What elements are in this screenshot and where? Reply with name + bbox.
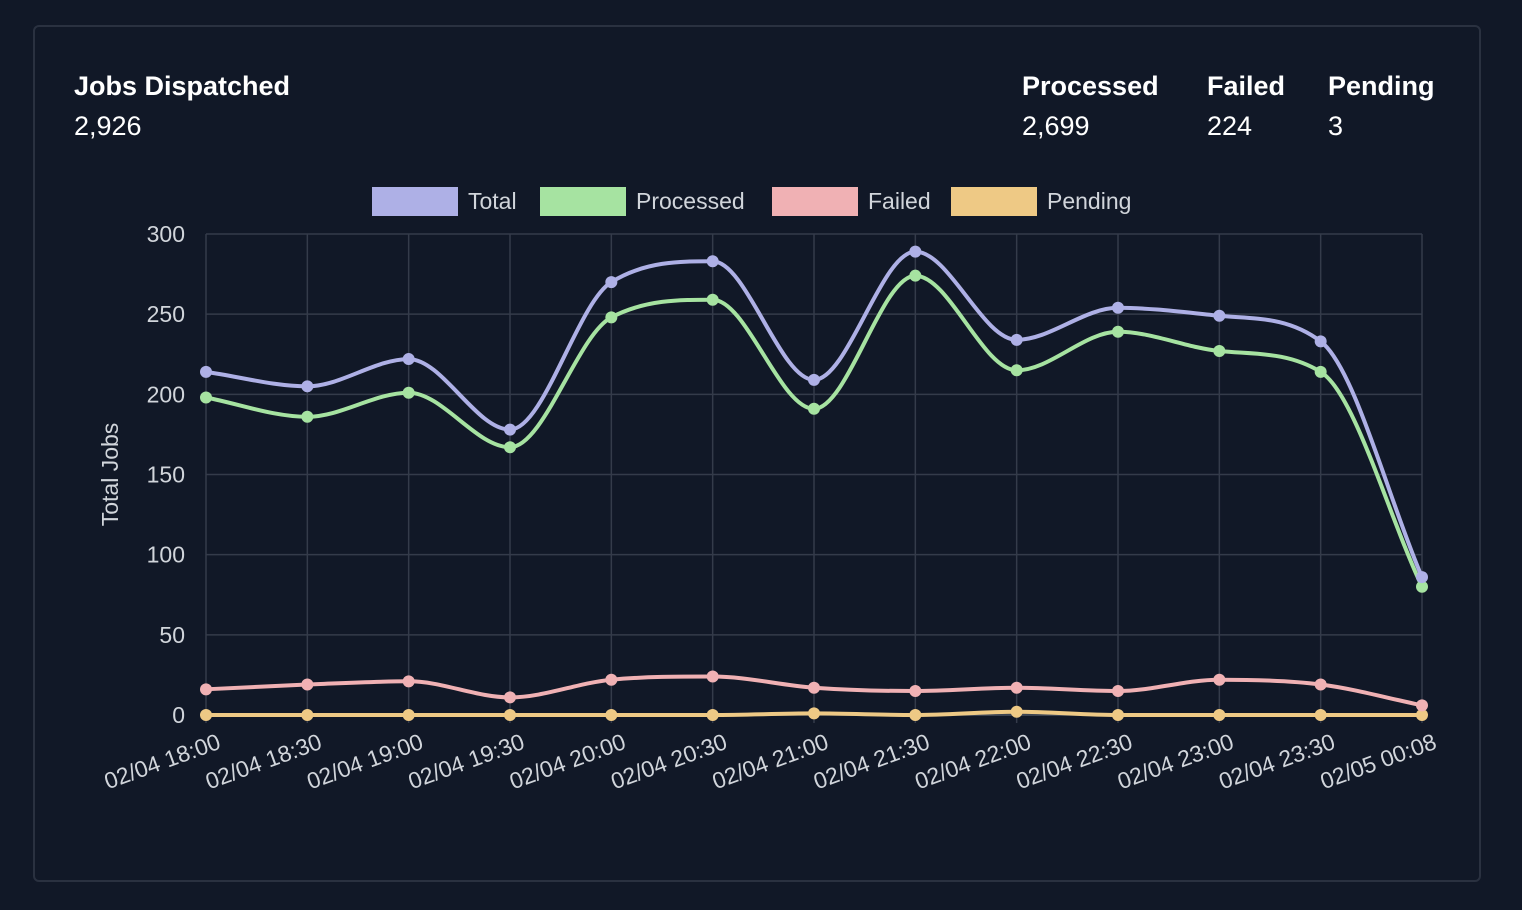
x-tick-label: 02/04 23:30 bbox=[1215, 728, 1338, 794]
data-point-pending[interactable] bbox=[706, 709, 719, 721]
data-point-total[interactable] bbox=[1213, 309, 1226, 322]
data-point-pending[interactable] bbox=[1213, 709, 1226, 721]
stat-jobs-dispatched: Jobs Dispatched 2,926 bbox=[74, 71, 290, 141]
y-tick-label: 100 bbox=[147, 542, 185, 568]
x-tick-label: 02/04 22:00 bbox=[911, 728, 1034, 794]
data-point-pending[interactable] bbox=[1010, 705, 1023, 718]
data-point-total[interactable] bbox=[706, 255, 719, 268]
data-point-total[interactable] bbox=[1416, 571, 1428, 584]
data-point-processed[interactable] bbox=[301, 410, 314, 423]
data-point-pending[interactable] bbox=[808, 707, 820, 720]
stat-value: 3 bbox=[1328, 111, 1344, 141]
x-tick-label: 02/04 21:00 bbox=[709, 728, 832, 794]
x-tick-label: 02/04 18:00 bbox=[101, 728, 224, 794]
data-point-processed[interactable] bbox=[808, 402, 820, 415]
data-point-processed[interactable] bbox=[1416, 580, 1428, 593]
y-tick-label: 0 bbox=[172, 702, 185, 728]
data-point-failed[interactable] bbox=[402, 675, 415, 688]
data-point-total[interactable] bbox=[808, 373, 820, 386]
legend-label-processed[interactable]: Processed bbox=[636, 188, 745, 214]
data-point-pending[interactable] bbox=[909, 709, 922, 721]
data-point-processed[interactable] bbox=[1112, 325, 1124, 338]
data-point-failed[interactable] bbox=[605, 673, 618, 686]
data-point-failed[interactable] bbox=[706, 670, 719, 683]
data-point-pending[interactable] bbox=[1314, 709, 1327, 721]
data-point-processed[interactable] bbox=[200, 391, 212, 404]
data-point-total[interactable] bbox=[605, 276, 618, 289]
stat-label: Processed bbox=[1022, 71, 1159, 101]
stat-value: 224 bbox=[1207, 111, 1253, 141]
data-point-pending[interactable] bbox=[301, 709, 314, 721]
data-point-failed[interactable] bbox=[1010, 681, 1023, 694]
data-point-failed[interactable] bbox=[808, 681, 820, 694]
data-point-failed[interactable] bbox=[1314, 678, 1327, 691]
stat-pending: Pending 3 bbox=[1328, 71, 1435, 141]
series-line-processed bbox=[204, 273, 1424, 589]
y-tick-label: 300 bbox=[147, 221, 185, 247]
data-point-total[interactable] bbox=[402, 353, 415, 366]
stat-value: 2,699 bbox=[1022, 111, 1090, 141]
data-point-total[interactable] bbox=[1112, 301, 1124, 314]
legend-swatch-total[interactable] bbox=[372, 187, 458, 216]
data-point-pending[interactable] bbox=[200, 709, 212, 721]
data-point-pending[interactable] bbox=[504, 709, 516, 721]
data-point-total[interactable] bbox=[1314, 335, 1327, 348]
data-point-processed[interactable] bbox=[605, 311, 618, 324]
stat-processed: Processed 2,699 bbox=[1022, 71, 1159, 141]
data-point-pending[interactable] bbox=[1112, 709, 1124, 721]
x-tick-label: 02/04 19:00 bbox=[303, 728, 426, 794]
data-point-pending[interactable] bbox=[402, 709, 415, 721]
data-point-processed[interactable] bbox=[909, 269, 922, 282]
x-tick-label: 02/04 23:00 bbox=[1114, 728, 1237, 794]
data-point-failed[interactable] bbox=[504, 691, 516, 704]
data-point-processed[interactable] bbox=[1314, 365, 1327, 378]
data-point-total[interactable] bbox=[504, 423, 516, 436]
stat-failed: Failed 224 bbox=[1207, 71, 1285, 141]
data-point-failed[interactable] bbox=[200, 683, 212, 696]
legend-label-pending[interactable]: Pending bbox=[1047, 188, 1131, 214]
legend-swatch-processed[interactable] bbox=[540, 187, 626, 216]
y-tick-label: 250 bbox=[147, 301, 185, 327]
x-tick-label: 02/04 20:00 bbox=[506, 728, 629, 794]
data-point-processed[interactable] bbox=[402, 386, 415, 399]
stat-label: Jobs Dispatched bbox=[74, 71, 291, 101]
stat-label: Failed bbox=[1207, 71, 1286, 101]
data-point-processed[interactable] bbox=[504, 441, 516, 454]
data-point-failed[interactable] bbox=[909, 684, 922, 697]
data-point-failed[interactable] bbox=[1416, 699, 1428, 712]
x-tick-label: 02/04 21:30 bbox=[810, 728, 933, 794]
data-point-processed[interactable] bbox=[1213, 345, 1226, 358]
y-tick-label: 150 bbox=[147, 462, 185, 488]
y-tick-label: 50 bbox=[159, 622, 185, 648]
data-point-total[interactable] bbox=[200, 365, 212, 378]
data-point-failed[interactable] bbox=[1213, 673, 1226, 686]
data-point-failed[interactable] bbox=[301, 678, 314, 691]
legend-swatch-pending[interactable] bbox=[951, 187, 1037, 216]
x-tick-label: 02/04 19:30 bbox=[405, 728, 528, 794]
jobs-card bbox=[33, 25, 1481, 882]
data-point-pending[interactable] bbox=[605, 709, 618, 721]
data-point-total[interactable] bbox=[301, 380, 314, 393]
legend-label-failed[interactable]: Failed bbox=[868, 188, 931, 214]
stat-value: 2,926 bbox=[74, 111, 142, 141]
x-tick-label: 02/04 20:30 bbox=[607, 728, 730, 794]
y-tick-label: 200 bbox=[147, 381, 185, 407]
data-point-processed[interactable] bbox=[1010, 364, 1023, 377]
stat-label: Pending bbox=[1328, 71, 1435, 101]
x-tick-label: 02/04 18:30 bbox=[202, 728, 325, 794]
data-point-failed[interactable] bbox=[1112, 684, 1124, 697]
x-tick-label: 02/05 00:08 bbox=[1317, 728, 1440, 794]
x-tick-label: 02/04 22:30 bbox=[1013, 728, 1136, 794]
data-point-processed[interactable] bbox=[706, 293, 719, 306]
data-point-pending[interactable] bbox=[1416, 709, 1428, 721]
data-point-total[interactable] bbox=[909, 245, 922, 258]
legend-label-total[interactable]: Total bbox=[468, 188, 517, 214]
y-axis-title: Total Jobs bbox=[97, 423, 123, 527]
data-point-total[interactable] bbox=[1010, 333, 1023, 346]
legend-swatch-failed[interactable] bbox=[772, 187, 858, 216]
